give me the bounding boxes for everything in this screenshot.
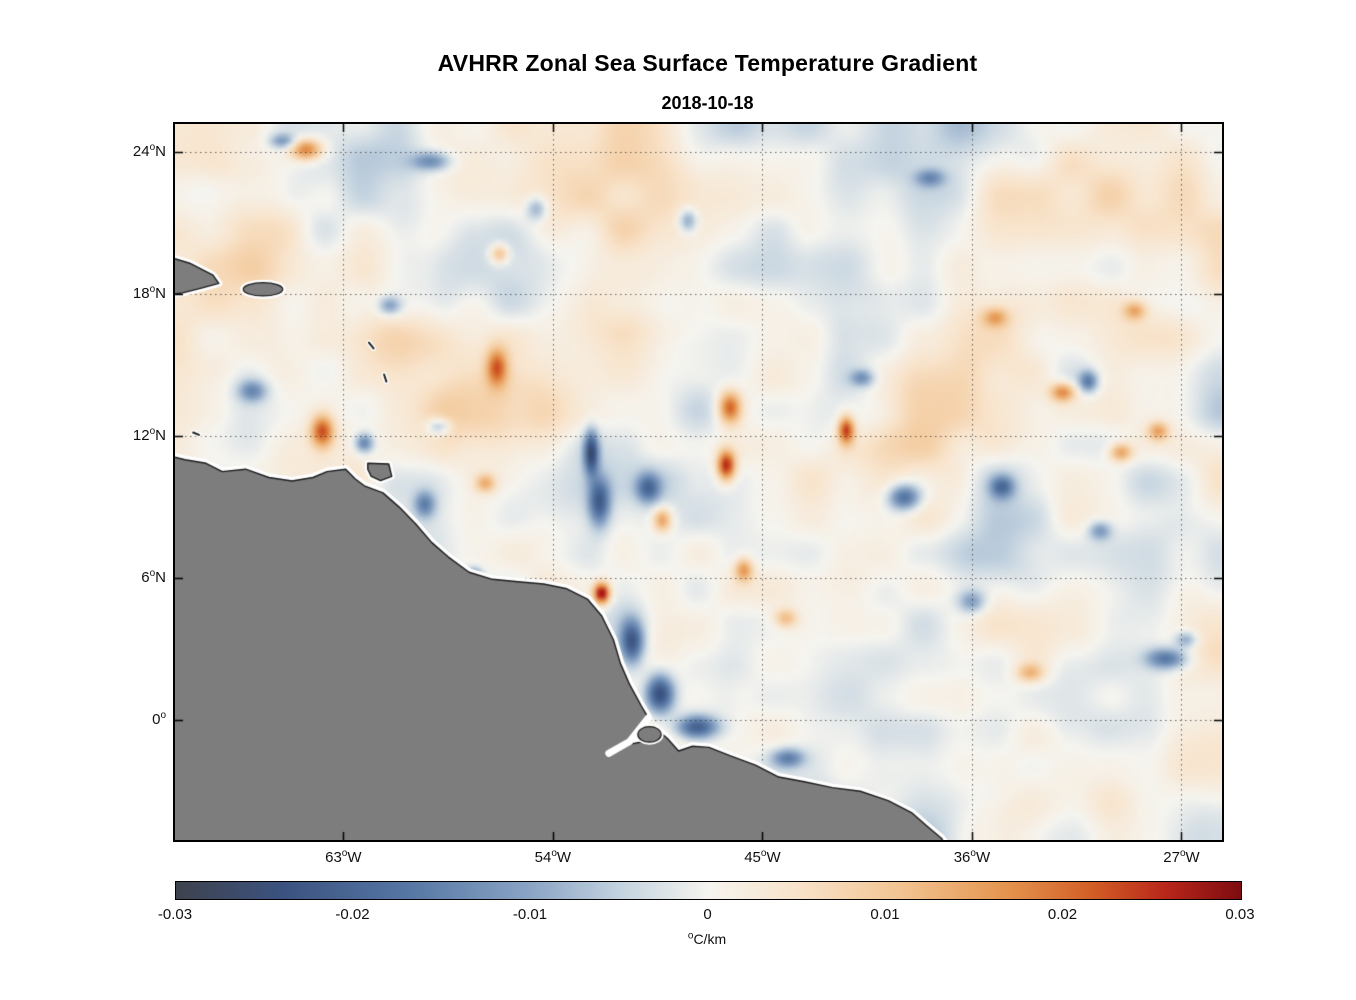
lon-tick-label: 27oW <box>1163 848 1200 867</box>
colorbar-tick-label: -0.03 <box>157 906 193 923</box>
colorbar-tick-label: 0.01 <box>870 906 900 923</box>
chart-date-subtitle: 2018-10-18 <box>661 93 754 113</box>
chart-title: AVHRR Zonal Sea Surface Temperature Grad… <box>437 50 978 76</box>
lon-tick-label: 63oW <box>325 848 362 867</box>
degree-symbol: o <box>687 930 694 942</box>
colorbar-tick-label: 0.03 <box>1225 906 1255 923</box>
lat-tick-label: 24oN <box>132 141 166 160</box>
colorbar-tick-label: -0.01 <box>512 906 548 923</box>
map-plot-area <box>173 122 1224 842</box>
lon-tick-label: 54oW <box>534 848 572 867</box>
lon-tick-label: 45oW <box>744 848 781 867</box>
colorbar-gradient <box>175 881 1242 900</box>
lat-tick-label: 12oN <box>132 426 166 445</box>
lon-tick-label: 36oW <box>953 848 991 867</box>
colorbar-tick-label: 0.02 <box>1047 906 1078 923</box>
colorbar-tick-label: 0 <box>703 906 712 923</box>
lat-tick-label: 6oN <box>141 568 166 587</box>
lat-tick-label: 0o <box>152 710 166 729</box>
unit-text: C/km <box>693 931 727 947</box>
colorbar-tick-label: -0.02 <box>335 906 370 923</box>
lat-tick-label: 18oN <box>132 284 166 303</box>
colorbar-unit-label: oC/km <box>607 929 807 949</box>
sst-gradient-map-canvas <box>175 124 1222 840</box>
